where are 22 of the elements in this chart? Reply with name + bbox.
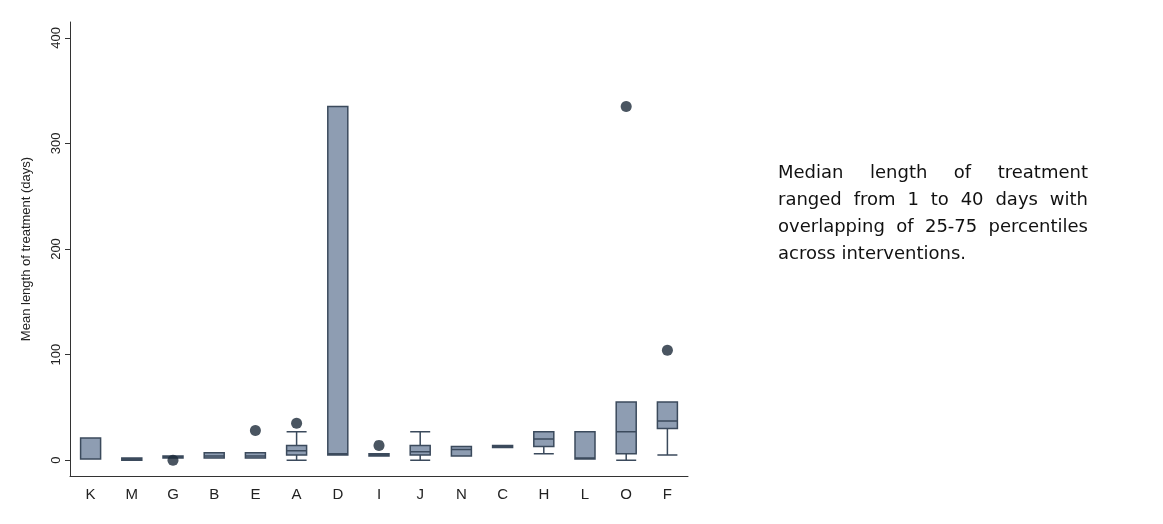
text: Median length of treatment ranged from 1 to 40 days with overlapping of 25-75 percentiles across interventions. [778, 160, 1088, 265]
x-tick-label: H [538, 485, 550, 502]
x-tick-label: F [662, 485, 672, 502]
x-tick-label: A [291, 485, 302, 502]
y-tick-label: 300 [48, 132, 63, 155]
x-tick-label: I [376, 485, 382, 502]
y-tick-label: 100 [48, 343, 63, 366]
y-tick-label: 0 [48, 456, 63, 464]
x-tick-label: E [250, 485, 261, 502]
y-tick-label: 400 [48, 26, 63, 49]
x-tick-label: N [455, 485, 467, 502]
x-tick-label: B [209, 485, 220, 502]
x-tick-label: C [497, 485, 509, 502]
x-tick-label: G [167, 485, 179, 502]
x-tick-label: L [580, 485, 590, 502]
x-tick-label: M [125, 485, 139, 502]
x-tick-label: O [620, 485, 633, 502]
y-axis-title: Mean length of treatment (days) [18, 156, 33, 342]
x-tick-label: J [416, 485, 424, 502]
x-tick-label: K [85, 485, 96, 502]
x-tick-label: D [332, 485, 344, 502]
y-tick-label: 200 [48, 238, 63, 260]
